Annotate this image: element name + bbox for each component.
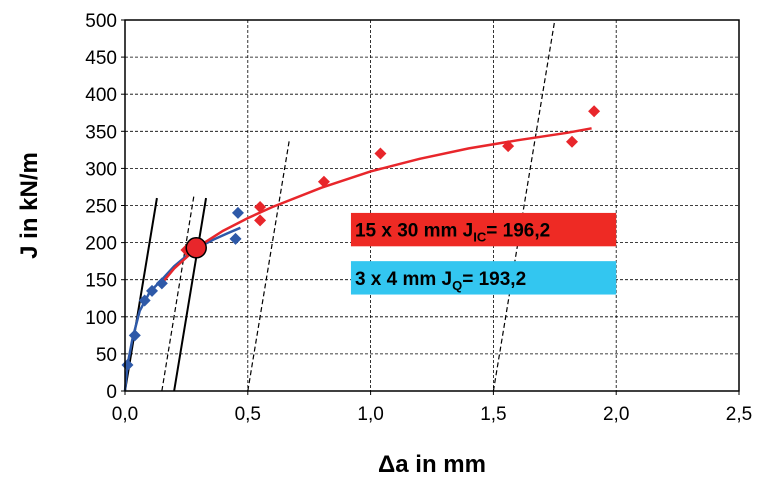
gridlines — [125, 20, 739, 391]
data-point — [138, 294, 151, 307]
annotation-main: 3 x 4 mm J — [355, 269, 452, 290]
annotation-subscript: IC — [473, 230, 487, 245]
reference-line — [161, 196, 195, 392]
annotation-subscript: Q — [452, 278, 462, 293]
reference-line — [124, 197, 158, 392]
y-tick-label: 250 — [85, 197, 117, 218]
reference-line — [173, 197, 208, 392]
data-point — [317, 175, 330, 188]
data-point — [254, 200, 267, 213]
fit-curve — [123, 226, 241, 392]
x-tick-label: 0,5 — [235, 404, 261, 425]
data-point — [565, 135, 578, 148]
annotations: 15 x 30 mm JIC= 196,2 3 x 4 mm JQ= 193,2 — [350, 212, 617, 295]
data-point — [588, 105, 601, 118]
data-point — [374, 147, 387, 160]
annotation-box — [350, 261, 617, 295]
data-point — [229, 232, 242, 245]
annotation-label: 15 x 30 mm JIC= 196,2 — [355, 221, 550, 245]
highlight-point — [185, 237, 207, 259]
reference-line — [247, 138, 291, 392]
y-tick-label: 0 — [106, 382, 117, 403]
x-tick-label: 2,5 — [726, 404, 752, 425]
reference-lines — [124, 19, 556, 392]
x-tick-label: 1,5 — [480, 404, 506, 425]
y-tick-label: 400 — [85, 85, 117, 106]
data-point — [502, 140, 515, 153]
x-tick-label: 0,0 — [112, 404, 138, 425]
y-tick-label: 300 — [85, 159, 117, 180]
data-point — [155, 277, 168, 290]
y-tick-label: 350 — [85, 122, 117, 143]
annotation-box — [350, 212, 617, 247]
annotation-value: = 193,2 — [462, 269, 526, 290]
data-point — [146, 284, 159, 297]
reference-line — [492, 19, 556, 392]
data-point — [121, 359, 134, 372]
y-tick-label: 100 — [85, 308, 117, 329]
y-axis-title: J in kN/m — [16, 152, 43, 259]
x-tick-label: 2,0 — [603, 404, 629, 425]
x-axis-title: Δa in mm — [378, 451, 486, 477]
data-point — [254, 214, 267, 227]
y-tick-label: 50 — [96, 345, 117, 366]
annotation-main: 15 x 30 mm J — [355, 221, 473, 242]
annotation-label: 3 x 4 mm JQ= 193,2 — [355, 269, 526, 293]
highlight — [185, 237, 207, 259]
y-axis-ticks: 0 50 100 150 200 250 300 350 400 450 500 — [85, 11, 125, 403]
y-tick-label: 450 — [85, 48, 117, 69]
x-axis-ticks: 0,0 0,5 1,0 1,5 2,0 2,5 — [112, 391, 752, 425]
data-point — [128, 329, 141, 342]
y-tick-label: 500 — [85, 11, 117, 32]
y-tick-label: 150 — [85, 271, 117, 292]
data-point — [231, 206, 244, 219]
y-tick-label: 200 — [85, 234, 117, 255]
annotation-value: = 196,2 — [486, 221, 550, 242]
x-tick-label: 1,0 — [357, 404, 383, 425]
